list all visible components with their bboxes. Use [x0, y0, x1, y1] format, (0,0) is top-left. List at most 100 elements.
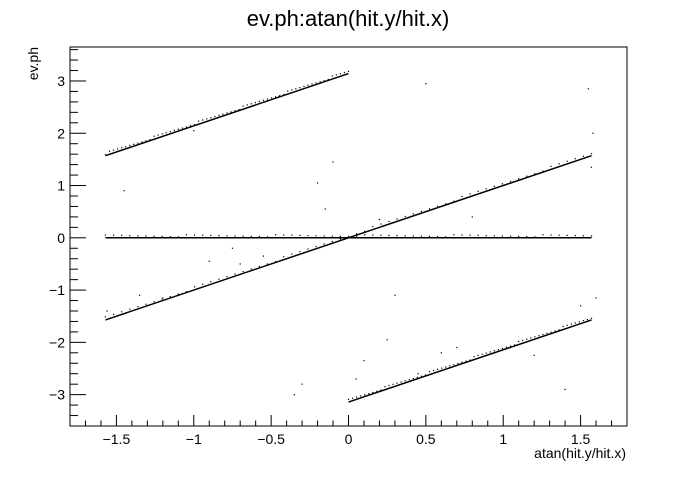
- chart-title: ev.ph:atan(hit.y/hit.x): [247, 6, 450, 31]
- x-axis-label: atan(hit.y/hit.x): [534, 445, 626, 461]
- data-point: [162, 297, 164, 299]
- data-point: [108, 150, 111, 152]
- data-point: [526, 236, 528, 238]
- data-point: [376, 390, 378, 392]
- data-point: [509, 235, 512, 237]
- data-point: [218, 235, 220, 237]
- data-point: [278, 96, 280, 98]
- data-point: [558, 163, 560, 165]
- data-point: [112, 234, 115, 236]
- data-point: [208, 260, 210, 262]
- series-line: [348, 319, 592, 403]
- data-point: [590, 235, 593, 237]
- data-point: [198, 120, 200, 122]
- data-point: [106, 310, 108, 312]
- data-point: [481, 353, 483, 355]
- data-point: [501, 183, 504, 185]
- y-tick-label: −2: [49, 334, 65, 350]
- data-point: [574, 235, 576, 237]
- data-point: [295, 88, 297, 90]
- data-point: [315, 245, 317, 248]
- data-point: [246, 104, 248, 106]
- data-point: [404, 215, 406, 218]
- data-point: [396, 218, 398, 220]
- data-point: [469, 193, 471, 195]
- data-point: [323, 80, 325, 82]
- data-point: [303, 85, 305, 88]
- data-point: [505, 346, 508, 348]
- data-point: [316, 182, 319, 184]
- data-point: [364, 234, 366, 236]
- data-point: [157, 134, 159, 136]
- data-point: [270, 97, 273, 99]
- data-point: [445, 366, 447, 368]
- data-point: [331, 75, 333, 77]
- x-tick-label: −1.5: [103, 431, 131, 447]
- data-point: [104, 316, 107, 318]
- data-point: [239, 263, 241, 265]
- data-point: [582, 155, 585, 157]
- x-tick-label: 0: [345, 431, 353, 447]
- data-point: [222, 113, 224, 115]
- data-point: [274, 260, 277, 263]
- data-point: [489, 351, 491, 353]
- data-point: [145, 303, 147, 305]
- data-point: [133, 143, 135, 145]
- data-point: [574, 158, 576, 160]
- y-tick-label: 0: [57, 230, 65, 246]
- data-point: [590, 317, 593, 319]
- data-point: [428, 208, 431, 210]
- y-tick-label: 1: [57, 178, 65, 194]
- data-point: [441, 367, 443, 369]
- data-point: [226, 276, 228, 278]
- data-point: [518, 235, 520, 238]
- data-point: [355, 378, 357, 380]
- data-point: [437, 205, 439, 207]
- data-point: [530, 337, 532, 339]
- data-point: [307, 84, 309, 86]
- data-point: [469, 359, 471, 361]
- data-point: [534, 173, 536, 175]
- data-point: [550, 331, 552, 333]
- data-point: [360, 395, 362, 397]
- data-point: [428, 235, 431, 238]
- data-point: [461, 195, 463, 198]
- data-point: [137, 306, 139, 308]
- data-point: [319, 81, 321, 83]
- data-point: [526, 338, 528, 340]
- data-point: [356, 236, 358, 238]
- data-point: [291, 89, 293, 91]
- data-point: [129, 235, 131, 237]
- data-point: [291, 253, 293, 255]
- data-point: [538, 335, 540, 337]
- data-point: [210, 117, 212, 119]
- data-point: [339, 73, 341, 75]
- data-point: [534, 336, 536, 338]
- data-point: [388, 234, 390, 236]
- data-point: [378, 218, 381, 221]
- data-point: [250, 235, 252, 238]
- data-point: [566, 324, 568, 326]
- data-point: [518, 178, 520, 180]
- data-point: [104, 234, 107, 236]
- data-point: [558, 234, 560, 236]
- data-point: [485, 235, 487, 237]
- data-point: [293, 394, 295, 396]
- data-point: [129, 308, 131, 310]
- data-point: [145, 140, 147, 142]
- data-point: [501, 235, 504, 237]
- data-point: [206, 118, 208, 120]
- data-point: [255, 237, 257, 239]
- data-point: [145, 235, 147, 237]
- data-point: [165, 132, 167, 134]
- data-point: [437, 368, 439, 370]
- data-point: [533, 354, 535, 357]
- data-point: [169, 130, 171, 133]
- data-point: [445, 236, 447, 238]
- data-point: [372, 391, 374, 394]
- data-point: [121, 311, 123, 313]
- data-point: [299, 86, 301, 89]
- x-tick-label: 0.5: [416, 431, 436, 447]
- data-point: [509, 180, 512, 182]
- data-point: [315, 235, 317, 237]
